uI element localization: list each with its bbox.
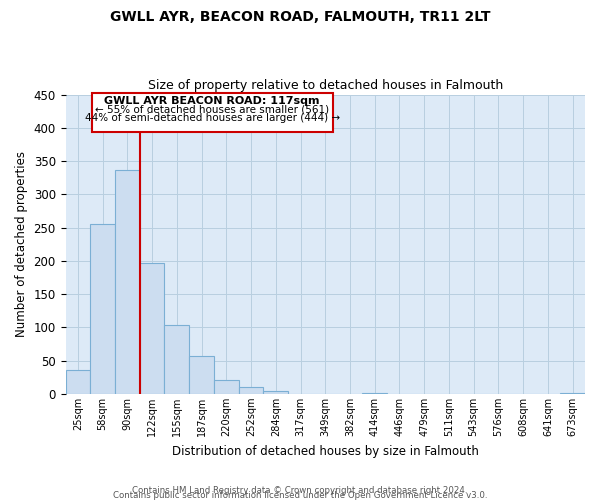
Text: GWLL AYR BEACON ROAD: 117sqm: GWLL AYR BEACON ROAD: 117sqm: [104, 96, 320, 106]
Text: ← 55% of detached houses are smaller (561): ← 55% of detached houses are smaller (56…: [95, 104, 329, 115]
Bar: [164, 324, 189, 394]
Bar: [140, 263, 164, 394]
Text: Contains public sector information licensed under the Open Government Licence v3: Contains public sector information licen…: [113, 490, 487, 500]
Bar: [90, 224, 115, 394]
Bar: [362, 393, 387, 394]
Text: Contains HM Land Registry data © Crown copyright and database right 2024.: Contains HM Land Registry data © Crown c…: [132, 486, 468, 495]
FancyBboxPatch shape: [92, 93, 332, 132]
Y-axis label: Number of detached properties: Number of detached properties: [15, 151, 28, 337]
Bar: [115, 170, 140, 394]
Bar: [560, 392, 585, 394]
Text: 44% of semi-detached houses are larger (444) →: 44% of semi-detached houses are larger (…: [85, 113, 340, 123]
X-axis label: Distribution of detached houses by size in Falmouth: Distribution of detached houses by size …: [172, 444, 479, 458]
Bar: [263, 390, 288, 394]
Bar: [189, 356, 214, 394]
Title: Size of property relative to detached houses in Falmouth: Size of property relative to detached ho…: [148, 79, 503, 92]
Bar: [214, 380, 239, 394]
Bar: [239, 386, 263, 394]
Text: GWLL AYR, BEACON ROAD, FALMOUTH, TR11 2LT: GWLL AYR, BEACON ROAD, FALMOUTH, TR11 2L…: [110, 10, 490, 24]
Bar: [65, 370, 90, 394]
